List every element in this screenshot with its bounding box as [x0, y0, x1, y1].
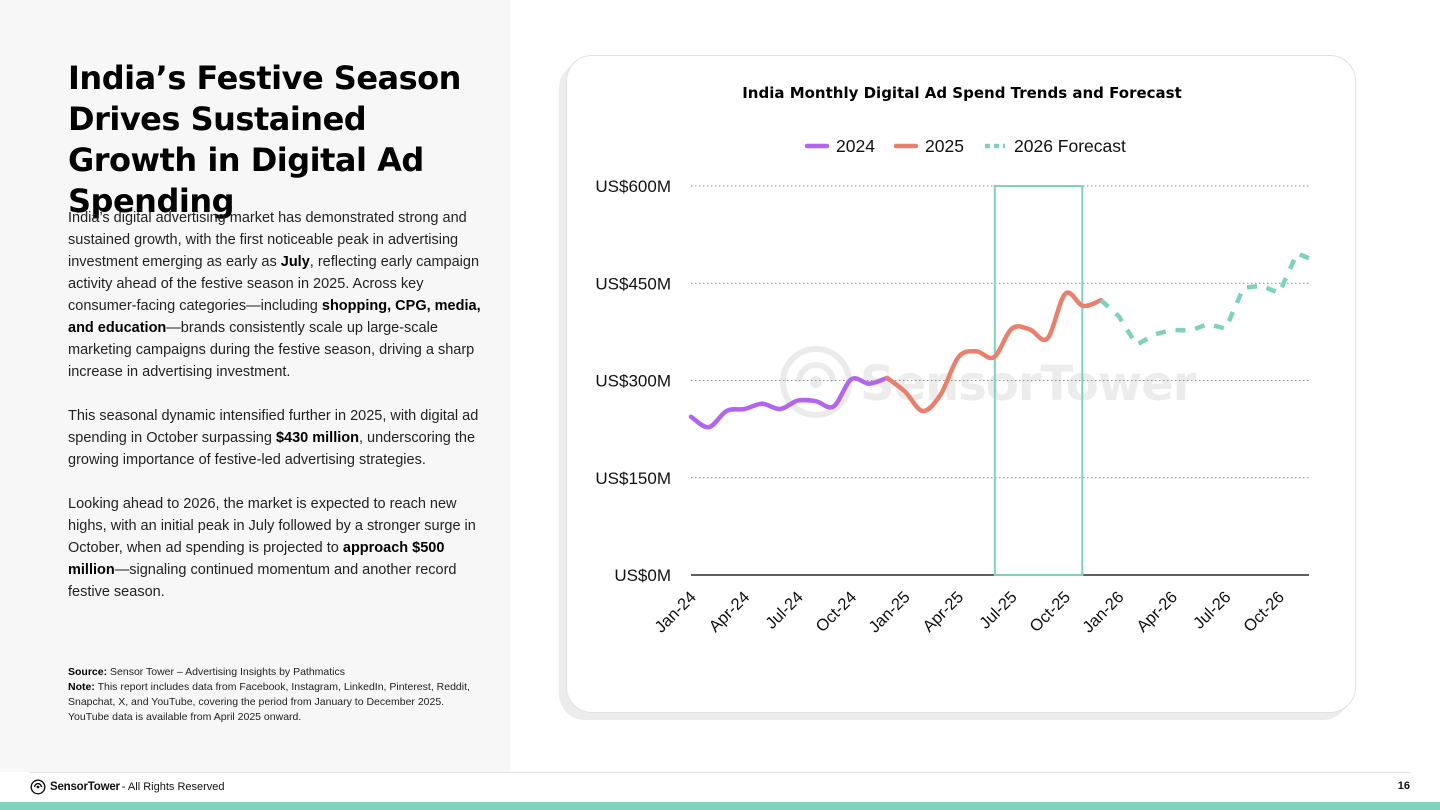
y-tick-label: US$600M: [595, 177, 671, 196]
paragraph-3: Looking ahead to 2026, the market is exp…: [68, 493, 483, 603]
legend-label: 2025: [925, 136, 964, 156]
chart-title: India Monthly Digital Ad Spend Trends an…: [742, 84, 1182, 102]
x-tick-label: Jan-24: [651, 588, 699, 636]
source-note: Source: Sensor Tower – Advertising Insig…: [68, 665, 478, 725]
y-tick-label: US$300M: [595, 372, 671, 391]
highlight-box-group: [993, 185, 1084, 576]
series-line-2024: [688, 375, 890, 430]
y-tick-label: US$450M: [595, 274, 671, 293]
emphasis-text: approach $500 million: [68, 540, 445, 578]
footer-rights: - All Rights Reserved: [121, 781, 225, 793]
source-label: Source:: [68, 666, 108, 678]
x-tick-label: Jul-26: [1190, 588, 1235, 633]
watermark-logo-arc: [796, 362, 836, 383]
chart-gridlines: [691, 185, 1309, 576]
y-axis-ticks: US$0M US$150M US$300M US$450M US$600M: [595, 177, 671, 585]
paragraph-text: , reflecting early campaign activity ahe…: [68, 254, 480, 314]
paragraph-2: This seasonal dynamic intensified furthe…: [68, 405, 483, 471]
chart: India Monthly Digital Ad Spend Trends an…: [595, 84, 1316, 637]
chart-card: [566, 55, 1356, 713]
paragraph-text: Looking ahead to 2026, the market is exp…: [68, 496, 476, 556]
x-tick-label: Jan-25: [865, 588, 913, 636]
series-line-2025: [884, 290, 1104, 414]
sensortower-logo-icon: [30, 779, 46, 795]
note-label: Note:: [68, 681, 95, 693]
highlight-box: [993, 185, 1084, 576]
source-line: Source: Sensor Tower – Advertising Insig…: [68, 665, 478, 680]
x-axis-ticks: Jan-24 Apr-24 Jul-24 Oct-24 Jan-25 Apr-25 Jul-…: [651, 588, 1288, 636]
note-text: This report includes data from Facebook,…: [68, 681, 470, 723]
watermark-text: SensorTower: [860, 356, 1197, 412]
x-tick-label: Apr-26: [1133, 588, 1181, 636]
paragraph-text: —brands consistently scale up large-scal…: [68, 320, 475, 380]
watermark-logo-dot: [810, 376, 822, 388]
footer-divider: [30, 772, 1410, 773]
paragraph-text: , underscoring the growing importance of…: [68, 430, 476, 468]
footer-logo: SensorTower - All Rights Reserved: [30, 777, 225, 797]
x-tick-label: Jan-26: [1079, 588, 1127, 636]
y-tick-label: US$150M: [595, 469, 671, 488]
bottom-accent-bar: [0, 802, 1440, 810]
legend-label: 2026 Forecast: [1014, 136, 1126, 156]
page-number: 16: [1397, 780, 1410, 792]
x-tick-label: Oct-25: [1026, 588, 1074, 636]
left-panel: [0, 0, 510, 772]
legend-label: 2024: [836, 136, 875, 156]
paragraph-1: India’s digital advertising market has d…: [68, 207, 483, 383]
chart-legend: 2024 2025 2026 Forecast: [804, 136, 1126, 156]
x-tick-label: Jul-25: [976, 588, 1021, 633]
series-line-2026-forecast: [1099, 251, 1316, 348]
emphasis-text: July: [280, 254, 310, 270]
note-line: Note: This report includes data from Fac…: [68, 680, 478, 725]
chart-series: [688, 251, 1316, 430]
x-tick-label: Oct-24: [812, 588, 860, 636]
paragraph-text: —signaling continued momentum and anothe…: [68, 562, 457, 600]
page-title: India’s Festive Season Drives Sustained …: [68, 59, 461, 220]
x-tick-label: Apr-24: [706, 588, 754, 636]
paragraph-text: India’s digital advertising market has d…: [68, 210, 467, 270]
paragraph-text: This seasonal dynamic intensified furthe…: [68, 408, 479, 446]
body-text: India’s digital advertising market has d…: [68, 207, 483, 625]
emphasis-text: shopping, CPG, media, and education: [68, 298, 481, 336]
emphasis-text: $430 million: [275, 430, 359, 446]
x-tick-label: Apr-25: [919, 588, 967, 636]
footer-brand: SensorTower: [50, 781, 120, 793]
y-tick-label: US$0M: [614, 566, 671, 585]
source-text: Sensor Tower – Advertising Insights by P…: [107, 666, 346, 678]
x-tick-label: Jul-24: [762, 588, 807, 633]
x-tick-label: Oct-26: [1240, 588, 1288, 636]
